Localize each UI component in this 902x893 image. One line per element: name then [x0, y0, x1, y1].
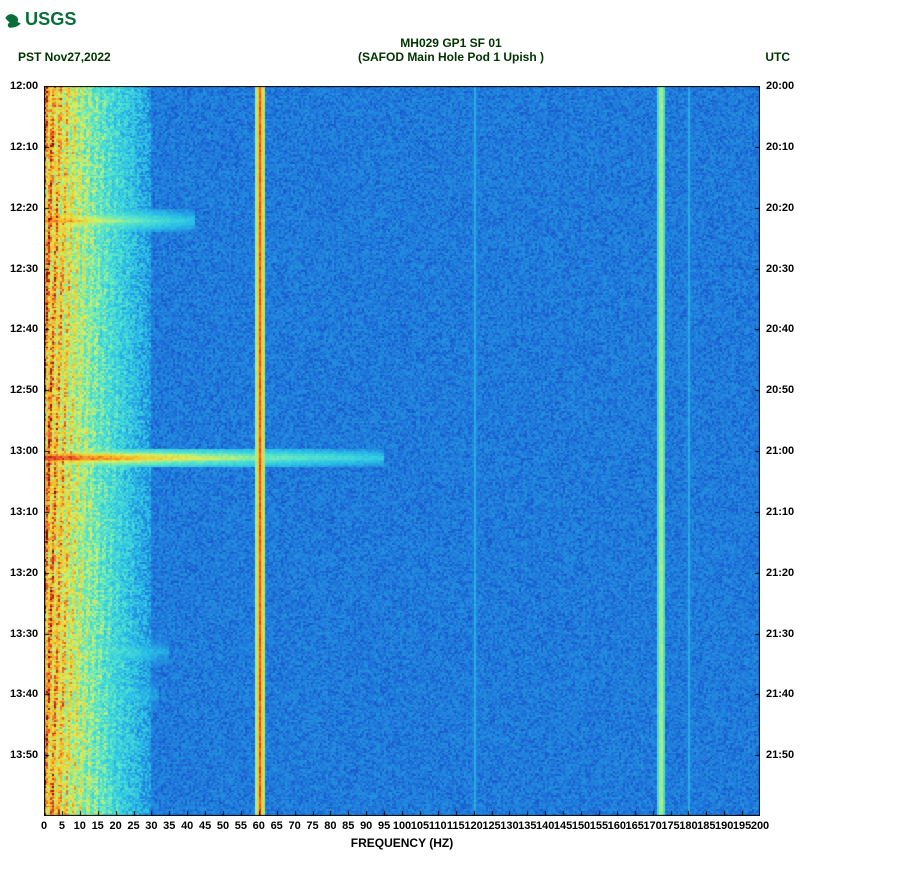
- usgs-logo: USGS: [4, 4, 88, 32]
- y-left-tick: 12:30: [10, 263, 38, 275]
- y-right-tick: 21:20: [766, 567, 794, 579]
- x-tick: 5: [59, 820, 65, 832]
- x-tick: 35: [163, 820, 175, 832]
- logo-text: USGS: [25, 9, 77, 29]
- x-tick: 25: [127, 820, 139, 832]
- y-left-tick: 13:40: [10, 688, 38, 700]
- x-tick: 95: [378, 820, 390, 832]
- x-tick: 90: [360, 820, 372, 832]
- x-tick: 190: [715, 820, 733, 832]
- y-right-tick: 20:40: [766, 323, 794, 335]
- y-axis-left-pst: 12:0012:1012:2012:3012:4012:5013:0013:10…: [10, 86, 44, 816]
- x-tick: 70: [288, 820, 300, 832]
- y-left-tick: 12:10: [10, 141, 38, 153]
- x-tick: 65: [271, 820, 283, 832]
- x-tick: 130: [500, 820, 518, 832]
- x-tick: 105: [411, 820, 429, 832]
- y-right-tick: 20:50: [766, 384, 794, 396]
- x-tick: 150: [572, 820, 590, 832]
- y-right-tick: 21:30: [766, 628, 794, 640]
- x-tick: 45: [199, 820, 211, 832]
- x-tick: 195: [733, 820, 751, 832]
- y-right-tick: 20:00: [766, 80, 794, 92]
- x-tick: 170: [643, 820, 661, 832]
- y-left-tick: 13:20: [10, 567, 38, 579]
- y-left-tick: 12:50: [10, 384, 38, 396]
- y-axis-right-utc: 20:0020:1020:2020:3020:4020:5021:0021:10…: [766, 86, 810, 816]
- x-tick: 175: [661, 820, 679, 832]
- x-tick: 15: [92, 820, 104, 832]
- x-axis-label: FREQUENCY (HZ): [44, 836, 760, 850]
- y-left-tick: 12:20: [10, 202, 38, 214]
- y-left-tick: 12:40: [10, 323, 38, 335]
- x-tick: 20: [109, 820, 121, 832]
- x-tick: 135: [518, 820, 536, 832]
- y-left-tick: 13:00: [10, 445, 38, 457]
- x-tick: 125: [482, 820, 500, 832]
- x-tick: 60: [253, 820, 265, 832]
- x-tick: 110: [429, 820, 447, 832]
- x-tick: 30: [145, 820, 157, 832]
- x-tick: 145: [554, 820, 572, 832]
- x-tick: 0: [41, 820, 47, 832]
- y-left-tick: 13:10: [10, 506, 38, 518]
- y-left-tick: 12:00: [10, 80, 38, 92]
- x-tick: 200: [751, 820, 769, 832]
- x-axis-frequency: 0510152025303540455055606570758085909510…: [44, 820, 760, 834]
- x-tick: 120: [464, 820, 482, 832]
- y-right-tick: 21:10: [766, 506, 794, 518]
- y-right-tick: 20:30: [766, 263, 794, 275]
- x-tick: 165: [626, 820, 644, 832]
- x-tick: 10: [74, 820, 86, 832]
- x-tick: 80: [324, 820, 336, 832]
- spectrogram-plot: [44, 86, 760, 816]
- x-tick: 75: [306, 820, 318, 832]
- y-right-tick: 20:20: [766, 202, 794, 214]
- y-left-tick: 13:50: [10, 749, 38, 761]
- x-tick: 40: [181, 820, 193, 832]
- y-right-tick: 21:00: [766, 445, 794, 457]
- x-tick: 50: [217, 820, 229, 832]
- date-label: PST Nov27,2022: [18, 50, 111, 64]
- x-tick: 140: [536, 820, 554, 832]
- utc-label: UTC: [765, 50, 790, 64]
- x-tick: 160: [608, 820, 626, 832]
- x-tick: 180: [679, 820, 697, 832]
- x-tick: 85: [342, 820, 354, 832]
- x-tick: 55: [235, 820, 247, 832]
- y-left-tick: 13:30: [10, 628, 38, 640]
- y-right-tick: 20:10: [766, 141, 794, 153]
- x-tick: 115: [447, 820, 465, 832]
- x-tick: 155: [590, 820, 608, 832]
- x-tick: 100: [393, 820, 411, 832]
- chart-title-line1: MH029 GP1 SF 01: [0, 36, 902, 50]
- y-right-tick: 21:50: [766, 749, 794, 761]
- y-right-tick: 21:40: [766, 688, 794, 700]
- x-tick: 185: [697, 820, 715, 832]
